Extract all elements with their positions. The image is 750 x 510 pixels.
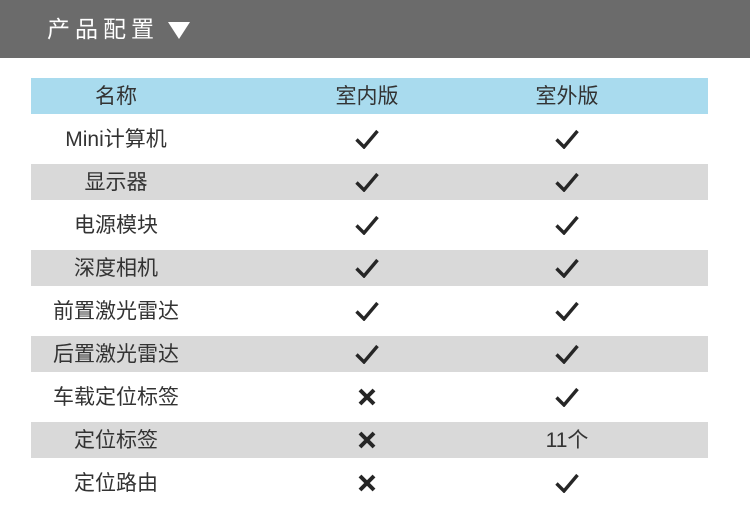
- cell-name: 显示器: [84, 170, 148, 194]
- section-header-product-config[interactable]: 产品配置: [0, 0, 750, 58]
- check-icon: [555, 129, 579, 149]
- triangle-down-icon: [168, 22, 190, 39]
- cell-name: Mini计算机: [65, 127, 167, 151]
- check-icon: [355, 129, 379, 149]
- check-icon: [555, 387, 579, 407]
- cell-indoor: [267, 258, 467, 278]
- cell-outdoor: [467, 344, 667, 364]
- cell-outdoor: [467, 473, 667, 493]
- table-header-row: 名称 室内版 室外版: [31, 78, 708, 114]
- cell-indoor: [267, 344, 467, 364]
- section-title: 产品配置: [47, 15, 159, 42]
- cell-name: 深度相机: [74, 256, 158, 280]
- check-icon: [555, 344, 579, 364]
- check-icon: [555, 215, 579, 235]
- header-indoor-version: 室内版: [335, 84, 399, 108]
- cell-outdoor: [467, 172, 667, 192]
- table-row: 前置激光雷达: [31, 293, 708, 329]
- cell-name: 后置激光雷达: [53, 342, 179, 366]
- table-row: Mini计算机: [31, 121, 708, 157]
- table-row: 电源模块: [31, 207, 708, 243]
- check-icon: [355, 344, 379, 364]
- cell-outdoor: [467, 129, 667, 149]
- check-icon: [555, 301, 579, 321]
- check-icon: [355, 172, 379, 192]
- cell-name: 电源模块: [74, 213, 158, 237]
- cell-indoor: [267, 172, 467, 192]
- cell-indoor: [267, 215, 467, 235]
- cell-outdoor: 11个: [545, 428, 589, 452]
- check-icon: [555, 258, 579, 278]
- cell-outdoor: [467, 301, 667, 321]
- table-row: 显示器: [31, 164, 708, 200]
- table-row: 定位路由: [31, 465, 708, 501]
- check-icon: [355, 258, 379, 278]
- cell-indoor: [267, 387, 467, 407]
- cell-indoor: [267, 129, 467, 149]
- check-icon: [355, 301, 379, 321]
- check-icon: [555, 473, 579, 493]
- cell-name: 定位路由: [74, 471, 158, 495]
- cell-indoor: [267, 430, 467, 450]
- table-row: 车载定位标签: [31, 379, 708, 415]
- cross-icon: [358, 474, 376, 492]
- cell-outdoor: [467, 215, 667, 235]
- check-icon: [555, 172, 579, 192]
- cross-icon: [358, 388, 376, 406]
- cell-outdoor: [467, 387, 667, 407]
- header-name: 名称: [95, 84, 137, 108]
- table-row: 后置激光雷达: [31, 336, 708, 372]
- cell-name: 定位标签: [74, 428, 158, 452]
- cell-indoor: [267, 473, 467, 493]
- header-outdoor-version: 室外版: [535, 84, 599, 108]
- cell-indoor: [267, 301, 467, 321]
- cell-name: 车载定位标签: [53, 385, 179, 409]
- table-row: 定位标签 11个: [31, 422, 708, 458]
- cross-icon: [358, 431, 376, 449]
- table-row: 深度相机: [31, 250, 708, 286]
- check-icon: [355, 215, 379, 235]
- cell-outdoor: [467, 258, 667, 278]
- product-config-table: 名称 室内版 室外版 Mini计算机 显示器电源模块深度相机前置激光雷达 后置激光雷…: [31, 78, 708, 501]
- cell-name: 前置激光雷达: [53, 299, 179, 323]
